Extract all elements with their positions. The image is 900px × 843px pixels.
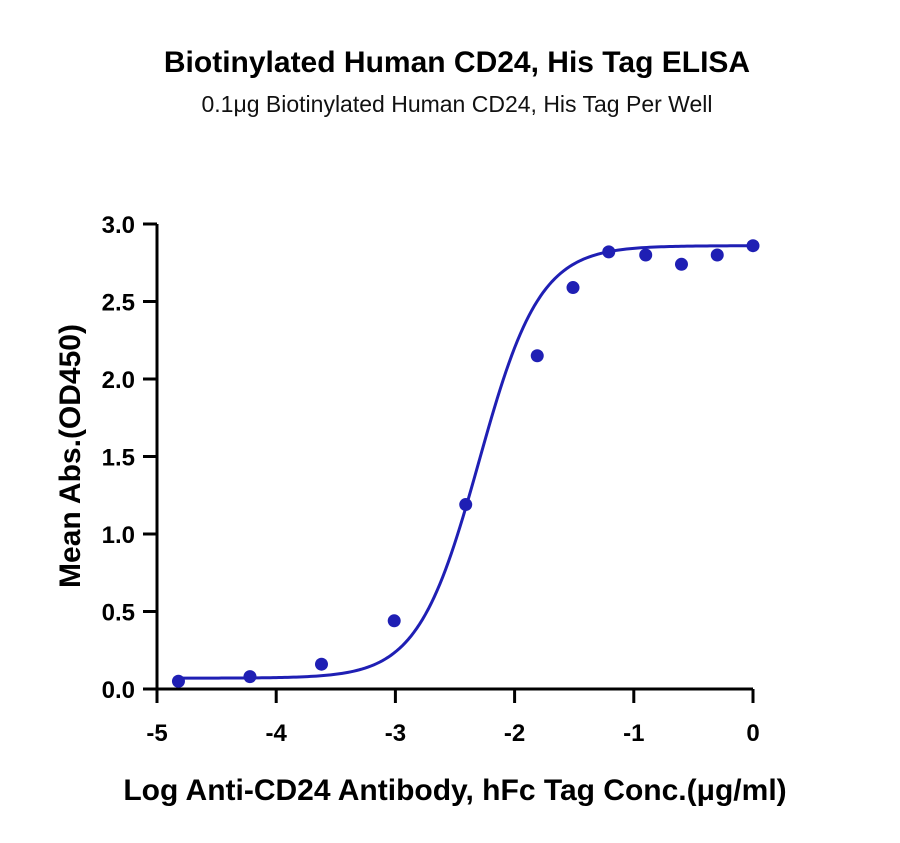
x-axis-label: Log Anti-CD24 Antibody, hFc Tag Conc.(μg… <box>123 774 786 807</box>
x-tick-label: -3 <box>385 720 406 747</box>
y-tick-label: 1.0 <box>102 522 135 549</box>
data-point <box>171 674 185 688</box>
y-ticks: 0.0 0.5 1.0 1.5 2.0 2.5 3.0 <box>102 212 157 704</box>
x-tick-label: -1 <box>623 720 644 747</box>
x-tick-label: -2 <box>504 720 525 747</box>
chart-subtitle: 0.1μg Biotinylated Human CD24, His Tag P… <box>202 91 713 117</box>
data-point <box>459 498 473 512</box>
data-point <box>710 248 724 262</box>
data-point <box>674 257 688 271</box>
y-tick-label: 2.0 <box>102 367 135 394</box>
fit-curve <box>178 244 754 680</box>
data-point <box>566 281 580 295</box>
x-ticks: -5 -4 -3 -2 -1 0 <box>146 689 760 747</box>
y-tick-label: 0.5 <box>102 600 135 627</box>
y-tick-label: 2.5 <box>102 290 135 317</box>
axes <box>155 224 753 691</box>
data-point <box>530 349 544 363</box>
data-point <box>602 245 616 259</box>
data-point <box>639 248 653 262</box>
y-tick-label: 1.5 <box>102 445 135 472</box>
x-tick-label: -4 <box>266 720 288 747</box>
x-tick-label: -5 <box>146 720 167 747</box>
data-point <box>314 657 328 671</box>
y-axis-label: Mean Abs.(OD450) <box>54 324 87 588</box>
data-point <box>387 614 401 628</box>
x-tick-label: 0 <box>746 720 759 747</box>
data-point <box>243 670 257 684</box>
y-tick-label: 0.0 <box>102 677 135 704</box>
chart-title: Biotinylated Human CD24, His Tag ELISA <box>164 46 750 79</box>
data-point <box>746 239 760 253</box>
data-points <box>171 239 760 688</box>
y-tick-label: 3.0 <box>102 212 135 239</box>
